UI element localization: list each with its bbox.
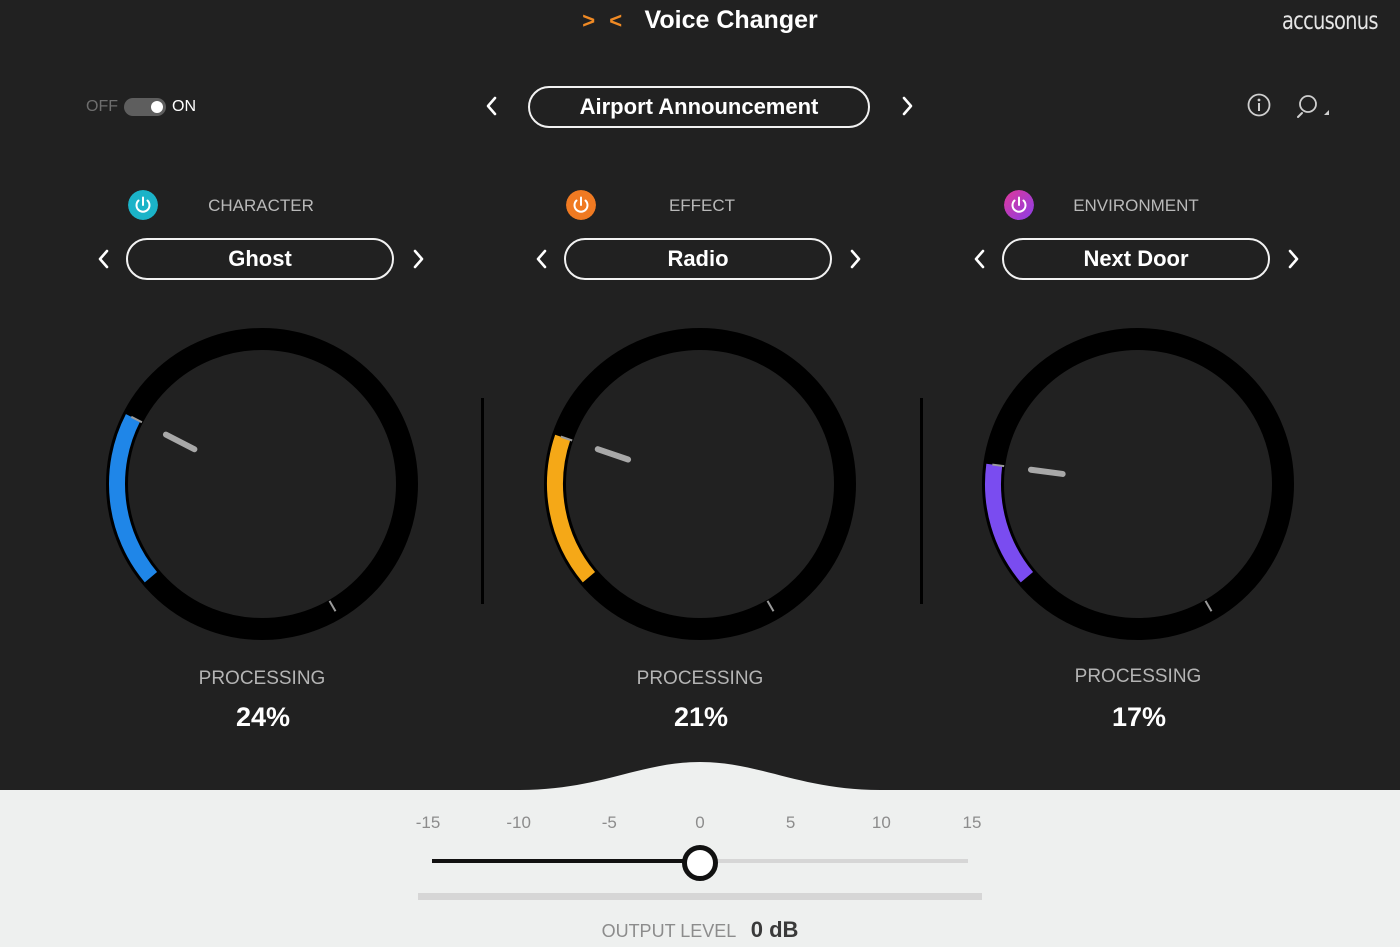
- knob-value-arc: [109, 414, 158, 583]
- knob-value-marker: [992, 463, 1005, 468]
- toggle-off-label: OFF: [86, 98, 118, 115]
- knob-ring: [106, 328, 418, 640]
- knob-pointer: [1027, 466, 1066, 477]
- output-readout: OUTPUT LEVEL 0 dB: [410, 917, 990, 943]
- output-scale-tick: -5: [601, 813, 617, 832]
- environment-knob[interactable]: [976, 322, 1300, 646]
- character-knob[interactable]: [100, 322, 424, 646]
- effect-knob[interactable]: [538, 322, 862, 646]
- character-next-button[interactable]: [406, 247, 430, 271]
- character-processing-value: 24%: [235, 702, 291, 732]
- output-scale-tick: 10: [871, 813, 891, 832]
- environment-label: ENVIRONMENT: [1073, 196, 1199, 215]
- effect-processing-label: PROCESSING: [636, 668, 764, 689]
- output-level-value: 0 dB: [750, 917, 799, 942]
- output-scale-tick: 0: [695, 813, 705, 832]
- character-prev-button[interactable]: [92, 247, 116, 271]
- character-processing-label: PROCESSING: [198, 668, 326, 689]
- title-bar: > < Voice Changer: [0, 6, 1400, 35]
- preset-selector[interactable]: Airport Announcement: [528, 86, 870, 128]
- search-icon[interactable]: [1296, 92, 1332, 120]
- main-panel: [0, 0, 1400, 790]
- output-scale-tick: 15: [962, 813, 982, 832]
- app-title: Voice Changer: [644, 6, 818, 34]
- effect-prev-button[interactable]: [530, 247, 554, 271]
- environment-prev-button[interactable]: [968, 247, 992, 271]
- bypass-toggle[interactable]: OFF ON: [86, 96, 196, 118]
- toggle-on-label: ON: [172, 98, 196, 115]
- brand-logo: accusonus: [1282, 6, 1378, 35]
- character-power-icon[interactable]: [128, 190, 158, 220]
- toggle-track[interactable]: [124, 98, 166, 116]
- output-level-control: -15 -10 -5 0 5 10 15 OUTPUT LEVEL 0 dB: [410, 805, 990, 947]
- output-slider-thumb[interactable]: [682, 845, 718, 881]
- knob-value-arc: [985, 463, 1034, 583]
- knob-pointer: [162, 431, 198, 453]
- module-divider: [920, 398, 923, 604]
- output-scale-tick: -15: [415, 813, 441, 832]
- output-slider-fill: [432, 859, 700, 863]
- knob-value-marker: [130, 415, 143, 424]
- environment-power-icon[interactable]: [1004, 190, 1034, 220]
- environment-selector[interactable]: Next Door: [1002, 238, 1270, 280]
- character-label: CHARACTER: [208, 196, 314, 215]
- knob-end-tick: [328, 600, 337, 612]
- preset-prev-button[interactable]: [480, 94, 504, 118]
- output-scale-tick: 5: [785, 813, 796, 832]
- knob-value-marker: [560, 435, 573, 442]
- app-logo-icon: > <: [582, 7, 627, 33]
- effect-selector[interactable]: Radio: [564, 238, 832, 280]
- effect-processing-value: 21%: [673, 702, 729, 732]
- output-meter: [418, 893, 982, 900]
- effect-label: EFFECT: [668, 196, 736, 215]
- output-level-label: OUTPUT LEVEL: [601, 921, 737, 941]
- output-slider-track[interactable]: [432, 845, 968, 881]
- module-divider: [481, 398, 484, 604]
- info-icon[interactable]: [1245, 91, 1273, 119]
- knob-value-arc: [547, 434, 596, 583]
- output-scale-tick: -10: [506, 813, 531, 832]
- knob-end-tick: [766, 600, 775, 612]
- environment-processing-label: PROCESSING: [1074, 666, 1202, 687]
- toggle-knob[interactable]: [151, 101, 163, 113]
- effect-next-button[interactable]: [843, 247, 867, 271]
- environment-processing-value: 17%: [1111, 702, 1167, 732]
- knob-end-tick: [1204, 600, 1213, 612]
- character-selector[interactable]: Ghost: [126, 238, 394, 280]
- knob-ring: [982, 328, 1294, 640]
- preset-next-button[interactable]: [895, 94, 919, 118]
- effect-power-icon[interactable]: [566, 190, 596, 220]
- environment-next-button[interactable]: [1281, 247, 1305, 271]
- knob-ring: [544, 328, 856, 640]
- knob-pointer: [594, 446, 632, 463]
